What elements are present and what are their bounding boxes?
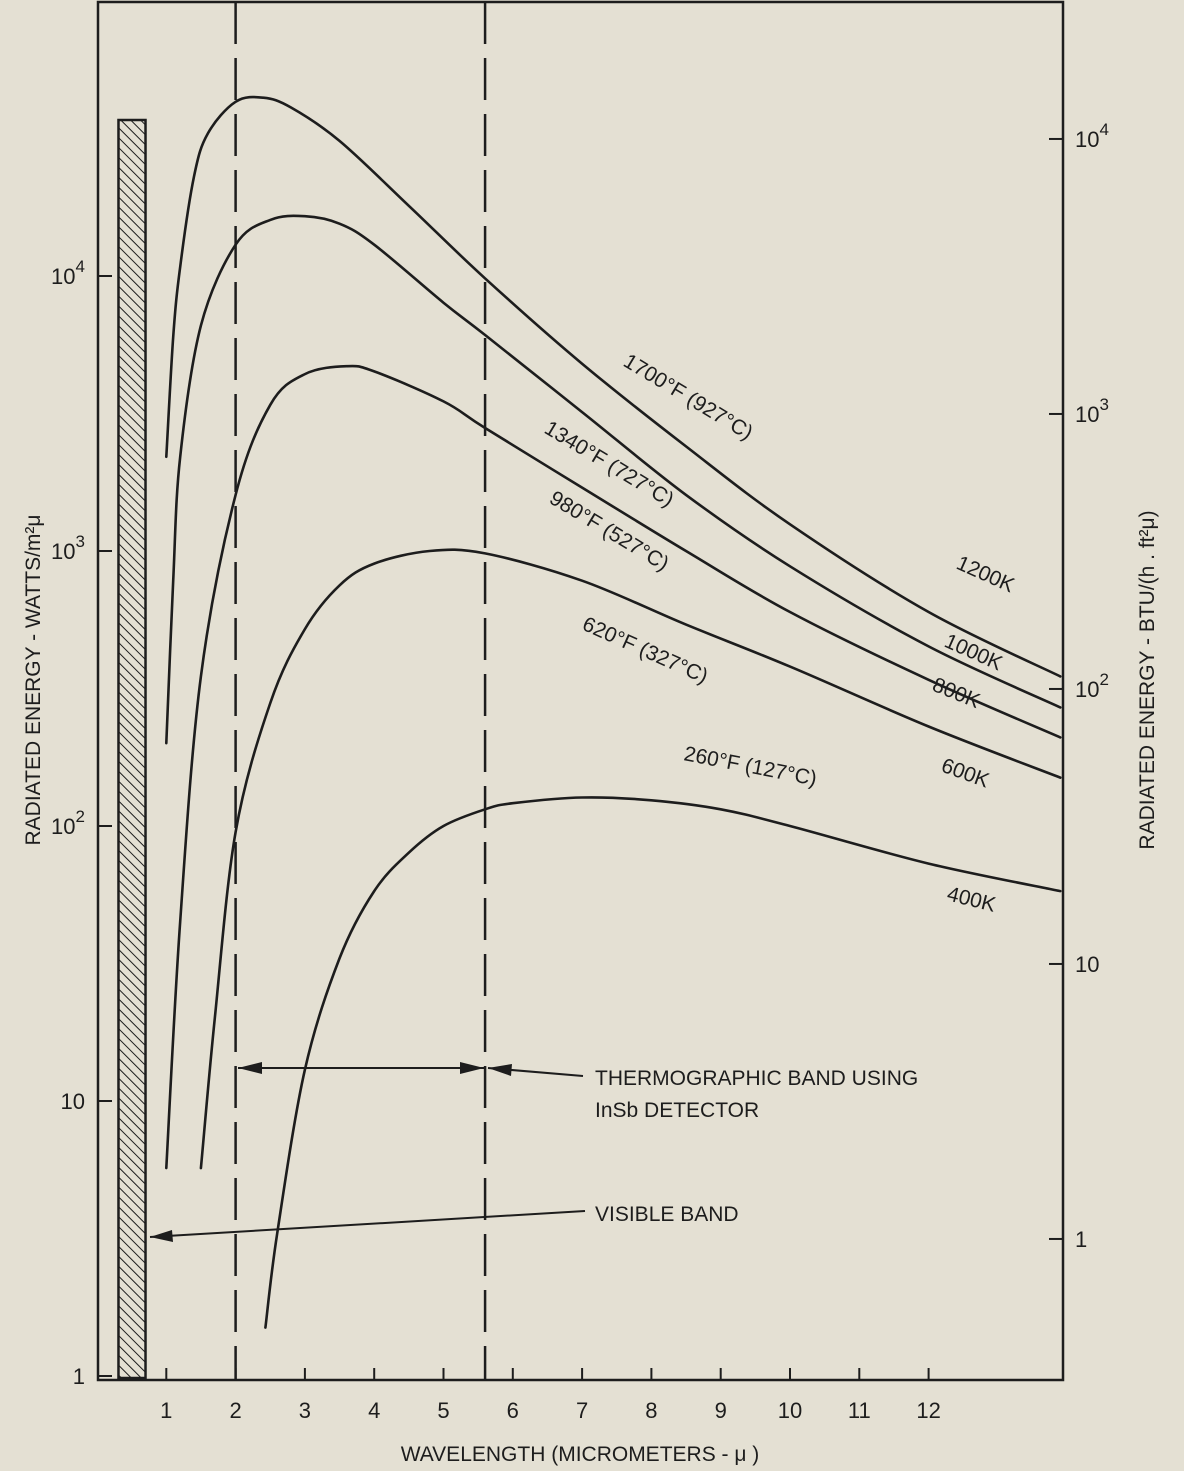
right-y-tick-label: 104 bbox=[1075, 120, 1109, 152]
curve-layer bbox=[165, 95, 1062, 1329]
right-y-tick-label: 10 bbox=[1075, 952, 1099, 977]
visible-pointer-head bbox=[150, 1230, 173, 1242]
x-tick-label: 6 bbox=[507, 1398, 519, 1423]
left-y-tick-exponent: 3 bbox=[76, 532, 85, 551]
x-tick-label: 1 bbox=[160, 1398, 172, 1423]
curve-label-620f: 620°F (327°C) bbox=[579, 613, 711, 689]
x-tick-label: 4 bbox=[368, 1398, 380, 1423]
left-y-tick-exponent: 4 bbox=[76, 257, 85, 276]
thermo-band-label-line1: THERMOGRAPHIC BAND USING bbox=[595, 1067, 918, 1090]
thermo-band-label-line2: InSb DETECTOR bbox=[595, 1099, 759, 1122]
right-y-tick-label: 102 bbox=[1075, 670, 1109, 702]
visible-pointer-shaft bbox=[149, 1210, 586, 1238]
plot-frame bbox=[96, 0, 1065, 1382]
right-y-tick-exponent: 2 bbox=[1099, 670, 1108, 689]
curve-label-260f: 260°F (127°C) bbox=[682, 742, 819, 790]
curve-800k bbox=[165, 364, 1062, 1170]
x-tick-label: 5 bbox=[437, 1398, 449, 1423]
thermo-arrow-left-head bbox=[238, 1062, 262, 1074]
y2-axis-title: RADIATED ENERGY - BTU/(h . ft²μ) bbox=[1136, 510, 1159, 849]
right-y-tick-label: 1 bbox=[1075, 1227, 1087, 1252]
band-layer bbox=[117, 2, 487, 1380]
x-tick-label: 8 bbox=[645, 1398, 657, 1423]
curve-600k bbox=[199, 548, 1062, 1170]
left-y-tick-exponent: 2 bbox=[76, 807, 85, 826]
thermo-pointer-head bbox=[488, 1064, 512, 1076]
visible-band-annotation: VISIBLE BAND bbox=[149, 1203, 739, 1242]
x-tick-label: 12 bbox=[916, 1398, 940, 1423]
x-tick-label: 10 bbox=[778, 1398, 802, 1423]
y2-axis-ticks: 1 10 102 103 104 bbox=[1049, 120, 1109, 1252]
visible-band-label: VISIBLE BAND bbox=[595, 1203, 739, 1226]
curve-400k bbox=[264, 796, 1062, 1329]
kelvin-label-600k: 600K bbox=[938, 754, 992, 792]
right-y-tick-label: 103 bbox=[1075, 395, 1109, 427]
left-y-tick-label: 103 bbox=[51, 532, 85, 564]
x-axis-title: WAVELENGTH (MICROMETERS - μ ) bbox=[401, 1443, 760, 1466]
left-y-tick-label: 104 bbox=[51, 257, 85, 289]
right-y-tick-exponent: 4 bbox=[1099, 120, 1108, 139]
right-y-tick-exponent: 3 bbox=[1099, 395, 1108, 414]
x-tick-label: 3 bbox=[299, 1398, 311, 1423]
x-tick-label: 9 bbox=[715, 1398, 727, 1423]
x-tick-label: 11 bbox=[848, 1398, 871, 1423]
curve-1000k bbox=[165, 214, 1062, 745]
left-y-tick-label: 102 bbox=[51, 807, 85, 839]
kelvin-label-400k: 400K bbox=[945, 883, 998, 917]
kelvin-label-1200k: 1200K bbox=[953, 552, 1018, 598]
visible-band-hatch bbox=[117, 118, 147, 1380]
thermo-arrow-right-head bbox=[460, 1062, 484, 1074]
y-axis-title: RADIATED ENERGY - WATTS/m²μ bbox=[22, 515, 45, 846]
kelvin-label-800k: 800K bbox=[929, 673, 983, 713]
left-y-tick-label: 10 bbox=[61, 1089, 85, 1114]
left-y-tick-label: 1 bbox=[73, 1364, 85, 1389]
x-axis-ticks: 1 2 3 4 5 6 7 8 9 10 11 12 bbox=[160, 1368, 941, 1423]
y-axis-ticks: 1 10 102 103 104 bbox=[51, 257, 112, 1389]
curve-label-1700f: 1700°F (927°C) bbox=[619, 350, 756, 445]
thermographic-band-annotation: THERMOGRAPHIC BAND USING InSb DETECTOR bbox=[238, 1062, 918, 1122]
x-tick-label: 7 bbox=[576, 1398, 588, 1423]
curve-1200k bbox=[165, 95, 1062, 678]
x-tick-label: 2 bbox=[229, 1398, 241, 1423]
